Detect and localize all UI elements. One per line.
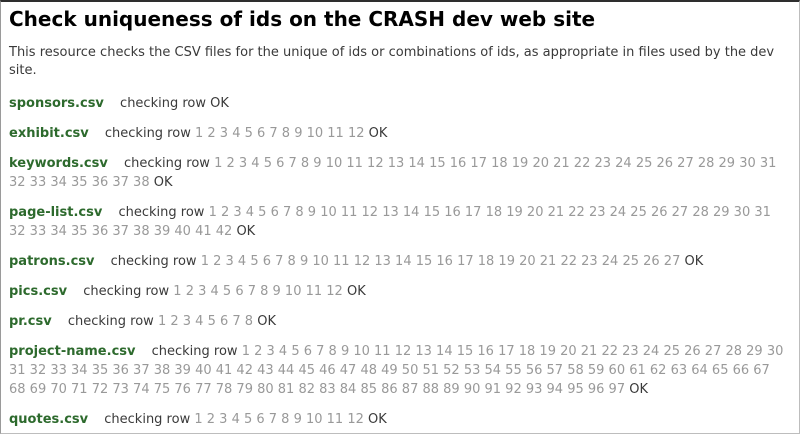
ok-status: OK [629,382,649,397]
file-check-row: sponsors.csv checking row OK [9,94,790,113]
row-numbers: 1 2 3 4 5 6 7 8 [157,314,254,329]
row-numbers: 1 2 3 4 5 6 7 8 9 10 11 12 13 14 15 16 1… [200,254,681,269]
csv-filename: keywords.csv [9,156,108,171]
csv-filename: patrons.csv [9,254,95,269]
csv-filename: pr.csv [9,314,52,329]
checking-row-label: checking row [83,284,170,299]
ok-status: OK [236,224,256,239]
csv-filename: project-name.csv [9,344,136,359]
checking-row-label: checking row [67,314,154,329]
csv-filename: sponsors.csv [9,96,104,111]
checking-row-label: checking row [118,205,205,220]
ok-status: OK [153,175,173,190]
row-numbers: 1 2 3 4 5 6 7 8 9 10 11 12 [173,284,343,299]
ok-status: OK [346,284,366,299]
csv-filename: pics.csv [9,284,68,299]
ok-status: OK [368,126,388,141]
file-check-row: patrons.csv checking row 1 2 3 4 5 6 7 8… [9,252,790,271]
ok-status: OK [368,412,387,427]
checking-row-label: checking row [123,156,210,171]
checking-row-label: checking row [120,96,206,111]
page-title: Check uniqueness of ids on the CRASH dev… [9,7,596,31]
file-check-row: project-name.csv checking row 1 2 3 4 5 … [9,342,790,399]
file-check-row: pr.csv checking row 1 2 3 4 5 6 7 8 OK [9,312,790,331]
csv-filename: quotes.csv [9,412,89,427]
checking-row-label: checking row [104,412,191,427]
page-description: This resource checks the CSV files for t… [9,45,775,78]
row-numbers: 1 2 3 4 5 6 7 8 9 10 11 12 13 14 15 16 1… [9,344,784,397]
file-check-list: sponsors.csv checking row OK exhibit.csv… [9,94,790,429]
csv-filename: page-list.csv [9,205,103,220]
file-check-row: exhibit.csv checking row 1 2 3 4 5 6 7 8… [9,124,790,143]
checking-row-label: checking row [104,126,191,141]
row-numbers: 1 2 3 4 5 6 7 8 9 10 11 12 [194,126,365,141]
checking-row-label: checking row [110,254,197,269]
file-check-row: page-list.csv checking row 1 2 3 4 5 6 7… [9,203,790,241]
ok-status: OK [257,314,276,329]
row-numbers: 1 2 3 4 5 6 7 8 9 10 11 12 [194,412,364,427]
ok-status: OK [684,254,704,269]
file-check-row: quotes.csv checking row 1 2 3 4 5 6 7 8 … [9,410,790,429]
checking-row-label: checking row [151,344,238,359]
csv-filename: exhibit.csv [9,126,89,141]
file-check-row: keywords.csv checking row 1 2 3 4 5 6 7 … [9,154,790,192]
row-numbers: 1 2 3 4 5 6 7 8 9 10 11 12 13 14 15 16 1… [9,156,777,190]
ok-status: OK [210,96,229,111]
file-check-row: pics.csv checking row 1 2 3 4 5 6 7 8 9 … [9,282,790,301]
row-numbers: 1 2 3 4 5 6 7 8 9 10 11 12 13 14 15 16 1… [9,205,771,239]
